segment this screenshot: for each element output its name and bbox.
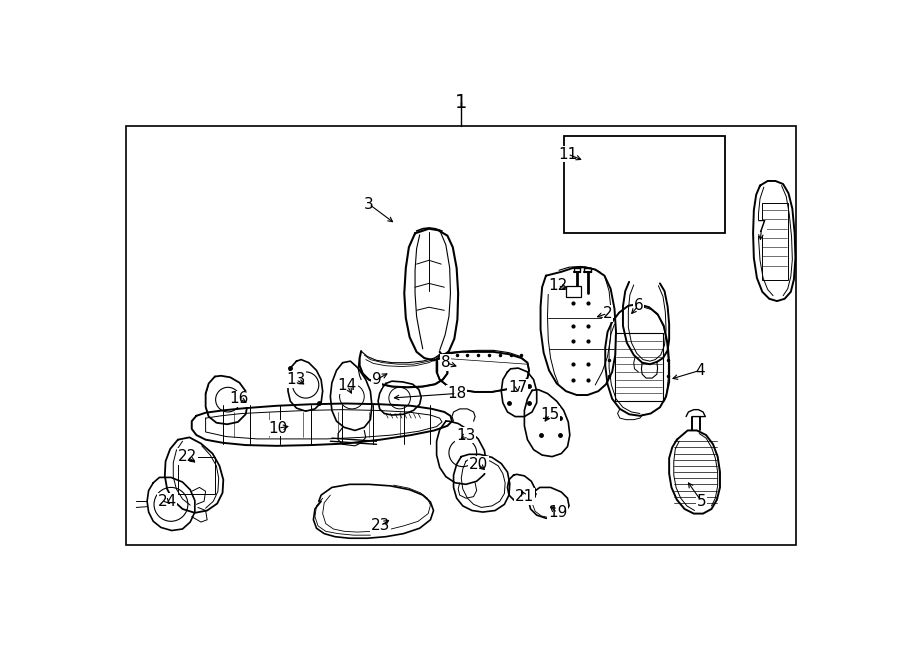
- Text: 18: 18: [447, 386, 466, 401]
- Text: 13: 13: [286, 372, 305, 387]
- Text: 6: 6: [634, 298, 643, 313]
- Text: 19: 19: [548, 505, 567, 520]
- Text: 7: 7: [757, 220, 767, 235]
- Text: 22: 22: [177, 449, 197, 464]
- Text: 21: 21: [515, 489, 534, 504]
- Text: 8: 8: [441, 355, 451, 370]
- Text: 3: 3: [364, 196, 374, 212]
- Text: 13: 13: [456, 428, 475, 443]
- Text: 24: 24: [158, 494, 176, 509]
- Bar: [126, 126, 796, 545]
- Bar: [566, 286, 581, 297]
- Text: 10: 10: [268, 420, 288, 436]
- Text: 20: 20: [469, 457, 488, 472]
- Text: 5: 5: [697, 494, 706, 509]
- Text: 12: 12: [548, 278, 567, 293]
- Text: 14: 14: [338, 378, 357, 393]
- Text: 11: 11: [558, 147, 577, 161]
- Bar: [178, 457, 215, 494]
- Text: 17: 17: [508, 380, 527, 395]
- Text: 16: 16: [230, 391, 249, 407]
- Text: 2: 2: [603, 306, 612, 321]
- Bar: [761, 202, 788, 280]
- Text: 4: 4: [695, 363, 705, 378]
- Text: 1: 1: [455, 93, 467, 112]
- Text: 15: 15: [540, 407, 560, 422]
- Text: 23: 23: [371, 518, 390, 533]
- Bar: [563, 136, 725, 233]
- Text: 9: 9: [372, 372, 382, 387]
- Bar: [616, 333, 663, 401]
